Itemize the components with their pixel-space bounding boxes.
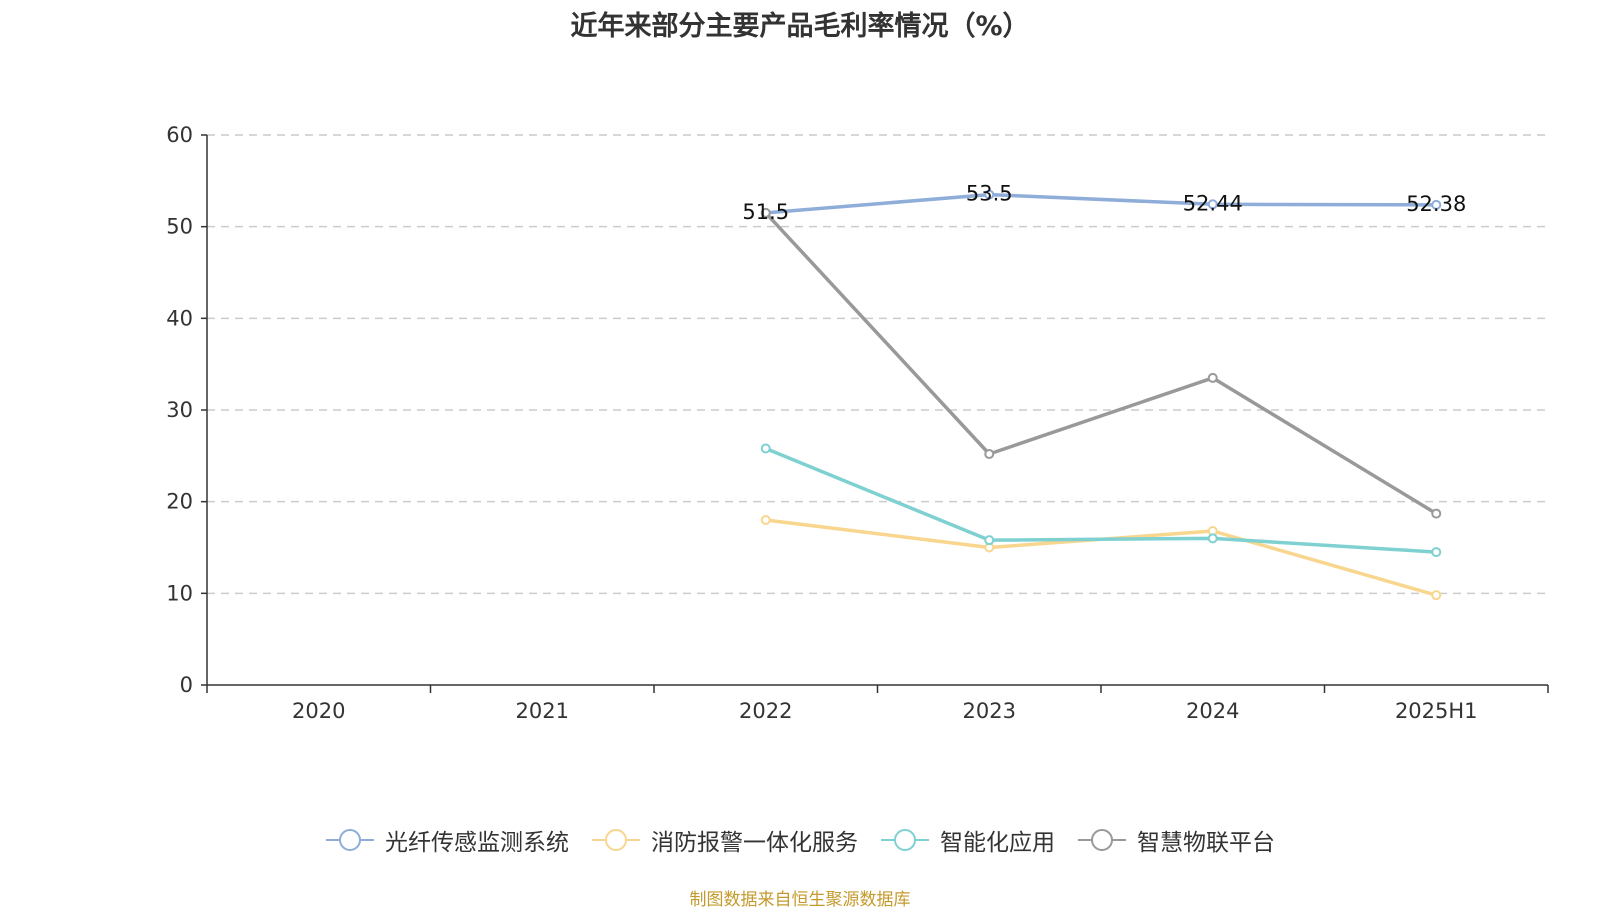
y-tick-label: 20 (166, 490, 193, 514)
legend-item-4[interactable]: 智慧物联平台 (1077, 823, 1275, 857)
data-point (1207, 199, 1218, 210)
legend-swatch-circle (894, 829, 916, 851)
data-point (1431, 508, 1442, 519)
y-tick-label: 30 (166, 398, 193, 422)
series-line-3 (765, 446, 1437, 554)
data-label: 52.44 (1183, 191, 1243, 215)
x-tick-label: 2023 (963, 699, 1016, 723)
data-labels: 51.5 53.5 52.44 52.38 (742, 182, 1466, 224)
data-point (760, 515, 771, 525)
legend-swatch-circle (605, 829, 627, 851)
legend-label: 消防报警一体化服务 (651, 830, 858, 856)
series-line-2 (765, 518, 1437, 597)
axes: 0 10 20 30 40 50 60 2020 2021 2022 2023 2024 2025H1 (166, 123, 1549, 723)
y-tick-label: 50 (166, 215, 193, 239)
x-tick-label: 2021 (516, 699, 569, 723)
legend-swatch-icon (592, 829, 640, 851)
y-tick-label: 40 (166, 306, 193, 330)
legend-item-3[interactable]: 智能化应用 (880, 823, 1055, 857)
data-point (760, 207, 771, 218)
series-line-4 (764, 211, 1438, 516)
data-point (1207, 372, 1218, 383)
y-tick-label: 60 (166, 123, 193, 147)
legend-swatch-circle (339, 829, 361, 851)
legend-swatch-icon (1078, 829, 1126, 851)
legend: 光纤传感监测系统 消防报警一体化服务 智能化应用 智慧物联平台 (0, 820, 1600, 860)
data-point (984, 535, 995, 546)
data-point (984, 189, 995, 200)
data-label: 53.5 (966, 182, 1013, 206)
series-line-1 (765, 192, 1437, 215)
legend-item-1[interactable]: 光纤传感监测系统 (325, 823, 569, 857)
series-lines (760, 189, 1442, 601)
legend-label: 智慧物联平台 (1137, 830, 1275, 856)
legend-swatch-circle (1091, 829, 1113, 851)
x-tick-label: 2022 (739, 699, 792, 723)
data-point (1431, 199, 1442, 210)
chart-title: 近年来部分主要产品毛利率情况（%） (570, 11, 1030, 42)
x-tick-label: 2024 (1186, 699, 1239, 723)
legend-label: 智能化应用 (940, 830, 1055, 856)
data-label: 52.38 (1406, 192, 1466, 216)
legend-swatch-icon (881, 829, 929, 851)
data-point (984, 449, 995, 459)
data-point (1431, 590, 1442, 601)
x-tick-label: 2025H1 (1395, 699, 1478, 723)
x-tick-label: 2020 (292, 699, 345, 723)
data-point (1207, 533, 1218, 544)
source-note: 制图数据来自恒生聚源数据库 (689, 890, 911, 910)
data-point (1431, 547, 1442, 558)
data-point (760, 443, 771, 454)
y-tick-label: 10 (166, 581, 193, 605)
legend-label: 光纤传感监测系统 (385, 830, 569, 856)
legend-swatch-icon (326, 829, 374, 851)
y-tick-label: 0 (180, 673, 193, 697)
data-label: 51.5 (742, 200, 789, 224)
legend-item-2[interactable]: 消防报警一体化服务 (591, 823, 858, 857)
